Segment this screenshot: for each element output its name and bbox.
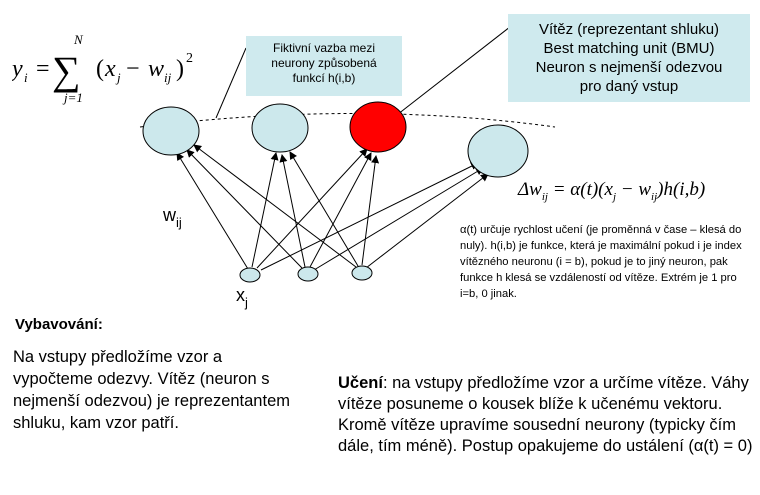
update-delta: Δw <box>518 179 542 200</box>
formula-x-sub: j <box>115 70 121 85</box>
formula-lhs-sub: i <box>24 70 28 85</box>
callout-winner: Vítěz (reprezentant shluku) Best matchin… <box>508 14 750 102</box>
neighborhood-link-dashed <box>139 113 556 128</box>
callout-winner-line2: Best matching unit (BMU) <box>543 40 715 57</box>
output-neuron-1 <box>142 106 200 156</box>
formula-w: w <box>148 56 164 82</box>
weights-label: wij <box>163 205 182 230</box>
output-neuron-2 <box>251 103 309 153</box>
formula-lower-limit: j=1 <box>62 90 83 105</box>
weights-label-sub: ij <box>176 215 182 230</box>
callout-winner-line4: pro daný vstup <box>579 78 679 95</box>
inputs-label-main: x <box>236 285 245 305</box>
input-neuron-1 <box>239 267 261 283</box>
recall-title: Vybavování: <box>15 316 103 333</box>
formula-x: x <box>104 56 116 82</box>
input-neuron-2 <box>297 266 319 282</box>
update-rhs: = α(t)(x <box>547 179 613 200</box>
callout-fictive-pointer <box>215 47 247 119</box>
formula-equals: = <box>36 56 50 82</box>
formula-minus: − <box>120 56 146 82</box>
learning-text: : na vstupy předložíme vzor a určíme vít… <box>338 374 753 455</box>
update-delta-sub: ij <box>541 191 548 203</box>
update-rhs-sub1: j <box>612 191 617 203</box>
inputs-label: xj <box>236 285 248 310</box>
weights-label-main: w <box>163 205 176 225</box>
winner-neuron-bmu <box>349 101 407 153</box>
learning-rate-note: α(t) určuje rychlost učení (je proměnná … <box>460 224 742 300</box>
update-rule-formula: Δwij = α(t)(xj − wij)h(i,b) <box>518 179 758 209</box>
learning-paragraph: Učení: na vstupy předložíme vzor a určím… <box>338 373 758 457</box>
learning-title: Učení <box>338 374 383 392</box>
callout-fictive-line2: neurony způsobená <box>271 56 377 70</box>
callout-fictive-link: Fiktivní vazba mezi neurony způsobená fu… <box>246 36 402 96</box>
sum-symbol: ∑ <box>52 48 81 93</box>
input-neuron-3 <box>351 265 373 281</box>
formula-upper-limit: N <box>73 32 84 47</box>
callout-winner-pointer <box>392 15 525 119</box>
callout-winner-line1: Vítěz (reprezentant shluku) <box>538 21 720 38</box>
weight-connections <box>176 144 489 271</box>
formula-close-paren: ) <box>176 56 184 82</box>
formula-lhs: y <box>12 56 23 82</box>
formula-w-sub: ij <box>164 70 172 85</box>
recall-text: Na vstupy předložíme vzor a vypočteme od… <box>13 348 290 432</box>
formula-open-paren: ( <box>96 56 104 82</box>
inputs-label-sub: j <box>245 295 248 310</box>
update-rhs-sub2: ij <box>651 191 658 203</box>
distance-formula: y i = N ∑ j=1 ( x j − w ij ) 2 <box>12 32 193 105</box>
output-neuron-4 <box>467 124 529 178</box>
callout-fictive-line3: funkcí h(i,b) <box>292 71 356 85</box>
update-rhs-end: )h(i,b) <box>657 179 706 200</box>
formula-power: 2 <box>186 51 193 66</box>
callout-fictive-line1: Fiktivní vazba mezi <box>272 41 376 55</box>
update-rhs-mid: − w <box>616 179 652 200</box>
callout-winner-line3: Neuron s nejmenší odezvou <box>535 59 723 76</box>
